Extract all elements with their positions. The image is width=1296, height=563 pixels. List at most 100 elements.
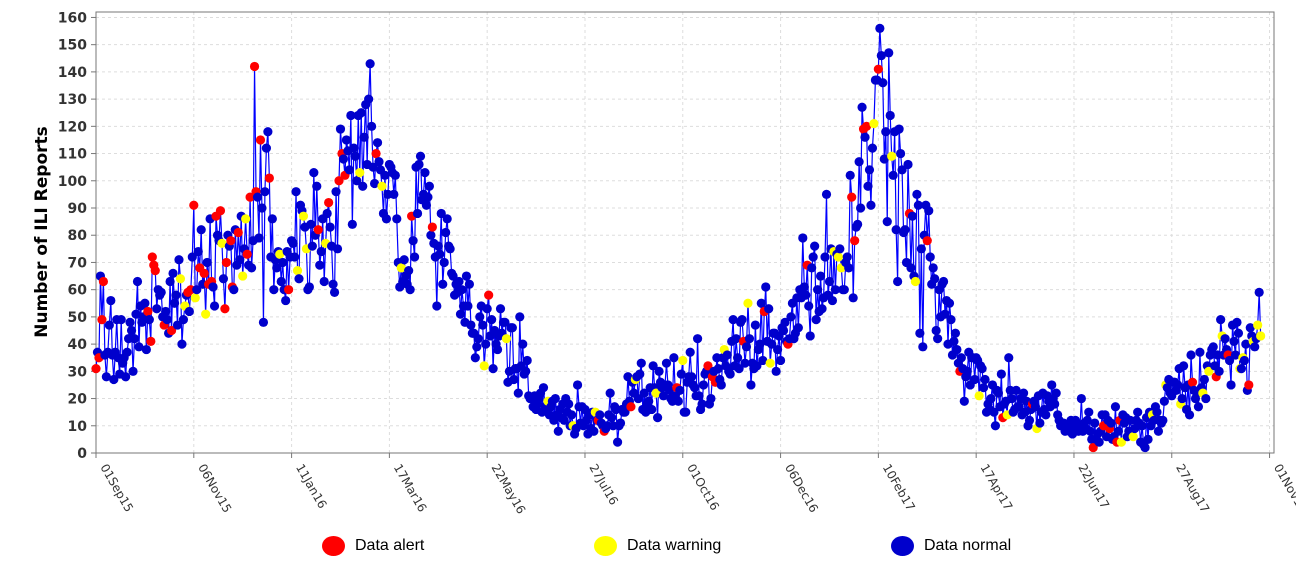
data-point-normal bbox=[478, 320, 488, 330]
data-point-normal bbox=[101, 372, 111, 382]
data-point-alert bbox=[484, 290, 494, 300]
data-point-normal bbox=[515, 312, 525, 322]
data-point-normal bbox=[1184, 410, 1195, 420]
data-point-normal bbox=[996, 369, 1006, 379]
data-point-alert bbox=[97, 315, 107, 325]
y-tick-label: 90 bbox=[68, 201, 88, 217]
data-point-normal bbox=[521, 366, 531, 376]
data-point-normal bbox=[1201, 393, 1211, 404]
data-point-normal bbox=[513, 388, 523, 398]
data-point-normal bbox=[466, 320, 476, 330]
data-point-normal bbox=[1050, 399, 1060, 409]
data-point-normal bbox=[122, 347, 132, 357]
data-point-normal bbox=[756, 298, 766, 308]
data-point-normal bbox=[346, 110, 356, 121]
data-point-alert bbox=[220, 304, 230, 314]
data-point-alert bbox=[249, 61, 260, 72]
data-point-normal bbox=[878, 78, 888, 88]
data-point-normal bbox=[925, 252, 935, 262]
data-point-normal bbox=[830, 285, 841, 295]
data-point-normal bbox=[875, 23, 885, 33]
data-point-normal bbox=[405, 285, 415, 295]
data-point-alert bbox=[850, 236, 860, 246]
data-point-normal bbox=[454, 276, 464, 287]
data-point-normal bbox=[335, 124, 346, 134]
data-point-normal bbox=[648, 361, 658, 371]
data-point-normal bbox=[408, 236, 418, 246]
data-point-normal bbox=[855, 203, 866, 213]
data-point-normal bbox=[412, 208, 423, 219]
data-point-normal bbox=[893, 276, 903, 287]
data-point-normal bbox=[281, 295, 291, 306]
data-point-normal bbox=[518, 339, 528, 349]
data-point-normal bbox=[156, 287, 166, 297]
data-point-normal bbox=[572, 380, 583, 390]
data-point-normal bbox=[1153, 426, 1164, 436]
data-point-normal bbox=[390, 170, 400, 180]
data-point-normal bbox=[1186, 350, 1196, 360]
x-tick-label: 01Sep15 bbox=[97, 462, 136, 515]
data-point-normal bbox=[1241, 339, 1251, 349]
data-point-normal bbox=[415, 151, 426, 161]
data-point-normal bbox=[1094, 437, 1104, 447]
data-point-normal bbox=[661, 358, 672, 368]
data-point-warning bbox=[241, 214, 251, 224]
data-point-normal bbox=[473, 334, 483, 344]
data-point-normal bbox=[134, 342, 144, 352]
y-axis-label: Number of ILI Reports bbox=[32, 126, 52, 338]
data-point-normal bbox=[716, 380, 726, 390]
data-point-normal bbox=[455, 309, 466, 319]
data-point-normal bbox=[184, 306, 194, 317]
data-point-normal bbox=[522, 355, 532, 366]
data-point-normal bbox=[218, 274, 229, 284]
data-point-normal bbox=[1195, 347, 1205, 357]
alert-swatch-icon bbox=[322, 536, 345, 556]
data-point-normal bbox=[835, 244, 845, 254]
data-point-normal bbox=[805, 331, 815, 341]
data-point-normal bbox=[193, 246, 203, 257]
y-tick-label: 100 bbox=[58, 174, 87, 190]
legend-item-alert: Data alert bbox=[322, 536, 424, 556]
data-point-normal bbox=[897, 165, 907, 175]
plot-area bbox=[95, 11, 1275, 454]
x-tick-label: 06Dec16 bbox=[782, 462, 821, 516]
data-point-normal bbox=[472, 342, 482, 352]
data-point-normal bbox=[289, 252, 300, 262]
data-point-normal bbox=[291, 187, 301, 197]
data-point-warning bbox=[887, 151, 897, 161]
data-point-normal bbox=[1245, 323, 1255, 333]
data-point-alert bbox=[264, 173, 274, 183]
data-point-normal bbox=[202, 257, 212, 268]
data-point-normal bbox=[332, 244, 343, 254]
data-point-normal bbox=[319, 276, 329, 287]
data-point-normal bbox=[1082, 415, 1092, 425]
data-point-normal bbox=[807, 263, 817, 273]
data-point-normal bbox=[141, 344, 151, 355]
data-point-warning bbox=[678, 355, 688, 366]
data-point-normal bbox=[131, 309, 141, 319]
data-point-normal bbox=[827, 295, 838, 306]
data-point-normal bbox=[633, 393, 643, 404]
data-point-normal bbox=[258, 317, 269, 327]
data-point-normal bbox=[144, 315, 154, 325]
data-point-normal bbox=[722, 350, 732, 360]
data-point-warning bbox=[396, 263, 406, 273]
data-point-normal bbox=[728, 315, 738, 325]
data-point-normal bbox=[140, 298, 150, 308]
data-point-normal bbox=[315, 260, 325, 270]
data-point-normal bbox=[325, 222, 335, 232]
data-point-alert bbox=[922, 236, 932, 246]
warning-swatch-icon bbox=[594, 536, 617, 556]
data-point-normal bbox=[698, 380, 709, 390]
data-point-normal bbox=[706, 393, 716, 404]
data-point-normal bbox=[344, 165, 354, 175]
data-point-normal bbox=[261, 143, 271, 153]
data-point-normal bbox=[380, 170, 390, 180]
data-point-normal bbox=[1233, 328, 1244, 338]
data-point-normal bbox=[685, 347, 695, 357]
data-point-normal bbox=[894, 124, 904, 134]
data-point-normal bbox=[839, 285, 849, 295]
data-point-normal bbox=[605, 388, 615, 398]
data-point-normal bbox=[1140, 442, 1150, 453]
data-point-normal bbox=[1173, 380, 1183, 390]
